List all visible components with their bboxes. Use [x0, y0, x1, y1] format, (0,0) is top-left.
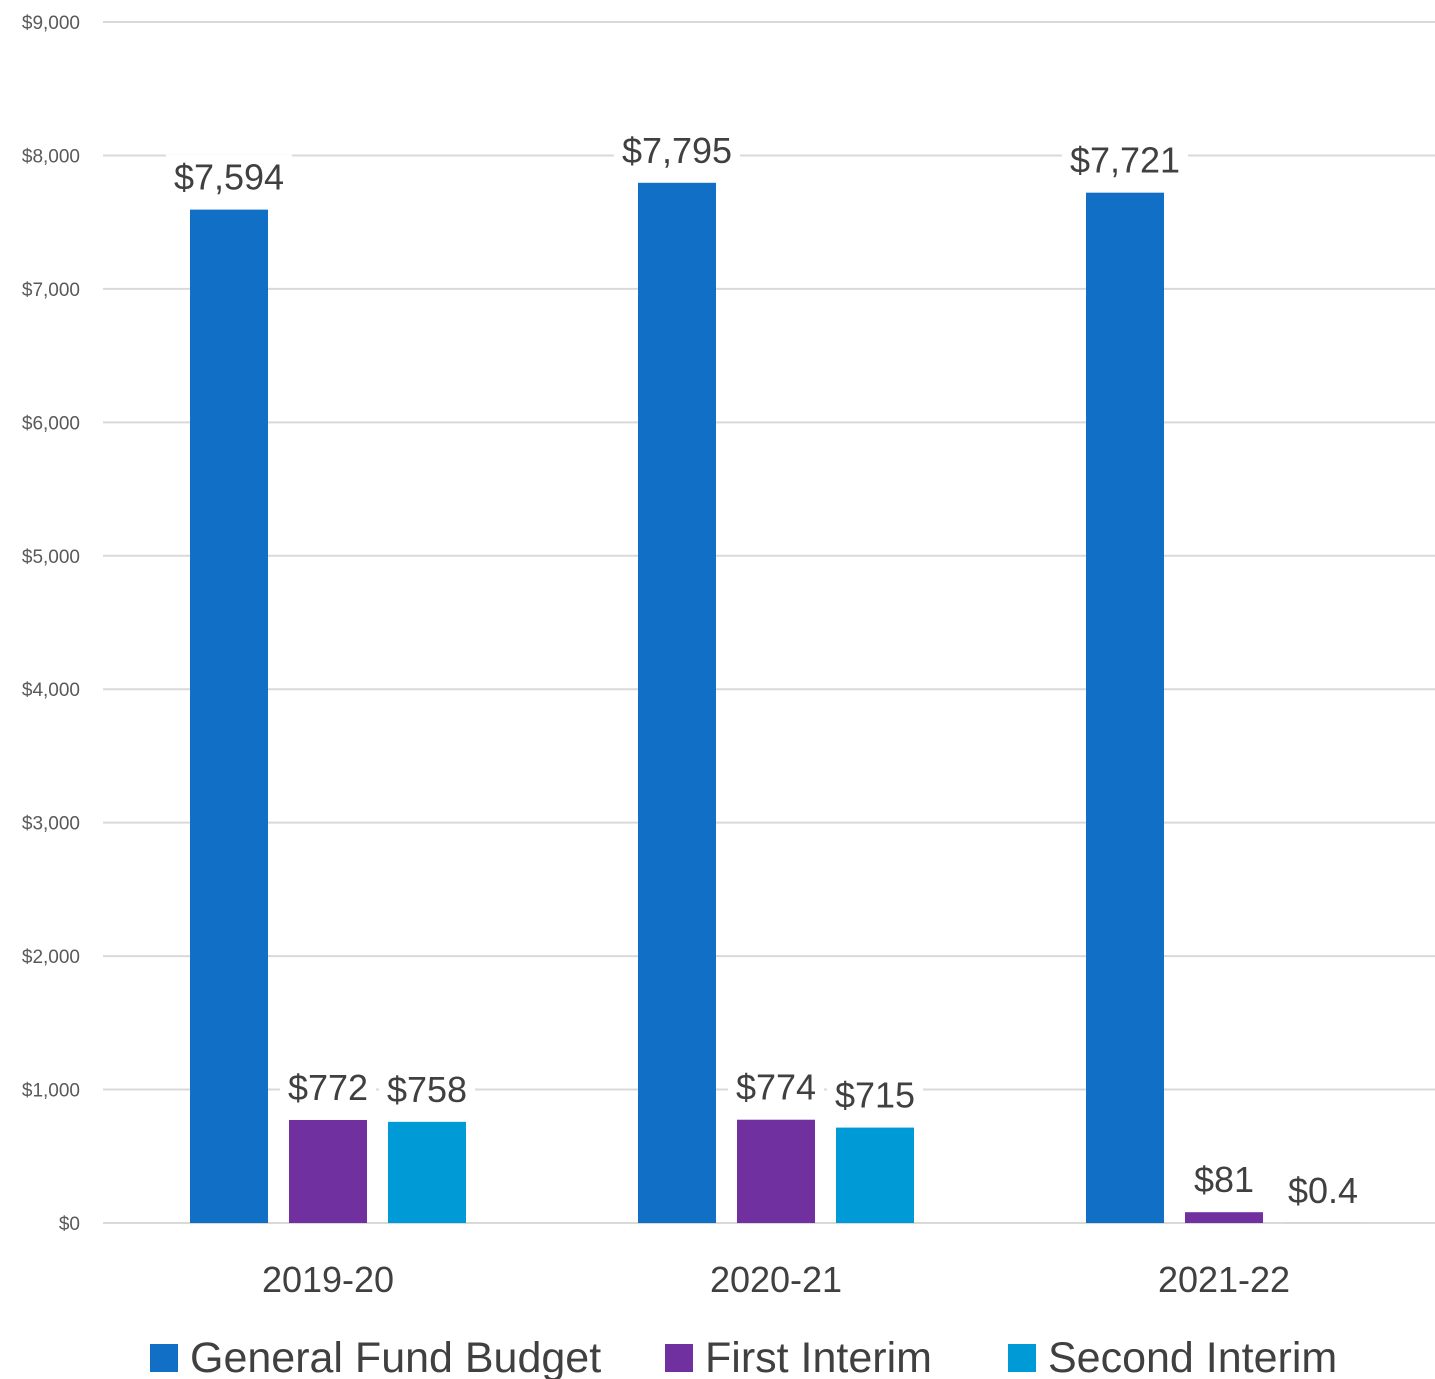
- x-axis-ticks: 2019-20 2020-21 2021-22: [262, 1259, 1290, 1300]
- data-label: $774: [736, 1067, 816, 1108]
- bar: [190, 209, 268, 1223]
- data-label-backdrop: [378, 1066, 476, 1112]
- data-label: $7,594: [174, 157, 284, 198]
- bar: [388, 1121, 466, 1223]
- data-label-backdrop: [1185, 1157, 1263, 1203]
- data-label-backdrop: [613, 127, 741, 173]
- data-label: $0.4: [1288, 1170, 1358, 1211]
- bar: [1086, 192, 1164, 1224]
- legend: General Fund Budget First Interim Second I…: [150, 1334, 1337, 1379]
- legend-swatch: [665, 1344, 693, 1372]
- legend-item: First Interim: [665, 1334, 932, 1379]
- y-tick-label: $3,000: [22, 814, 80, 835]
- bar: [836, 1127, 914, 1223]
- data-label-backdrop: [1061, 137, 1189, 183]
- y-tick-label: $8,000: [22, 146, 80, 167]
- y-axis-ticks: $0 $1,000 $2,000 $3,000 $4,000 $5,000 $6,000 $7…: [22, 13, 80, 1235]
- data-label-backdrop: [1279, 1167, 1367, 1213]
- data-label-backdrop: [279, 1064, 377, 1110]
- data-label: $7,721: [1070, 140, 1180, 181]
- y-tick-label: $5,000: [22, 547, 80, 568]
- x-tick-label: 2021-22: [1158, 1259, 1290, 1300]
- legend-swatch: [150, 1344, 178, 1372]
- data-label-backdrop: [165, 154, 293, 200]
- bars: [190, 182, 1362, 1224]
- bar: [638, 182, 716, 1224]
- y-tick-label: $7,000: [22, 280, 80, 301]
- legend-item: Second Interim: [1008, 1334, 1337, 1379]
- x-tick-label: 2019-20: [262, 1259, 394, 1300]
- data-label: $772: [288, 1067, 368, 1108]
- data-label-backdrop: [727, 1064, 825, 1110]
- bar: [737, 1119, 815, 1223]
- bar: [289, 1119, 367, 1223]
- gridlines: [103, 21, 1435, 1224]
- legend-label: First Interim: [705, 1334, 932, 1379]
- legend-swatch: [1008, 1344, 1036, 1372]
- y-tick-label: $4,000: [22, 680, 80, 701]
- data-label-backdrop: [826, 1072, 924, 1118]
- y-tick-label: $0: [59, 1214, 80, 1235]
- y-tick-label: $9,000: [22, 13, 80, 34]
- legend-item: General Fund Budget: [150, 1334, 601, 1379]
- y-tick-label: $6,000: [22, 413, 80, 434]
- data-label: $81: [1194, 1159, 1254, 1200]
- data-label: $7,795: [622, 130, 732, 171]
- y-tick-label: $1,000: [22, 1081, 80, 1102]
- x-tick-label: 2020-21: [710, 1259, 842, 1300]
- data-labels: $7,594 $7,795 $7,721 $772 $774 $81 $758 $715 $0.…: [165, 127, 1367, 1213]
- y-tick-label: $2,000: [22, 947, 80, 968]
- data-label: $715: [835, 1075, 915, 1116]
- bar: [1185, 1212, 1263, 1223]
- data-label: $758: [387, 1069, 467, 1110]
- legend-label: Second Interim: [1048, 1334, 1337, 1379]
- legend-label: General Fund Budget: [190, 1334, 601, 1379]
